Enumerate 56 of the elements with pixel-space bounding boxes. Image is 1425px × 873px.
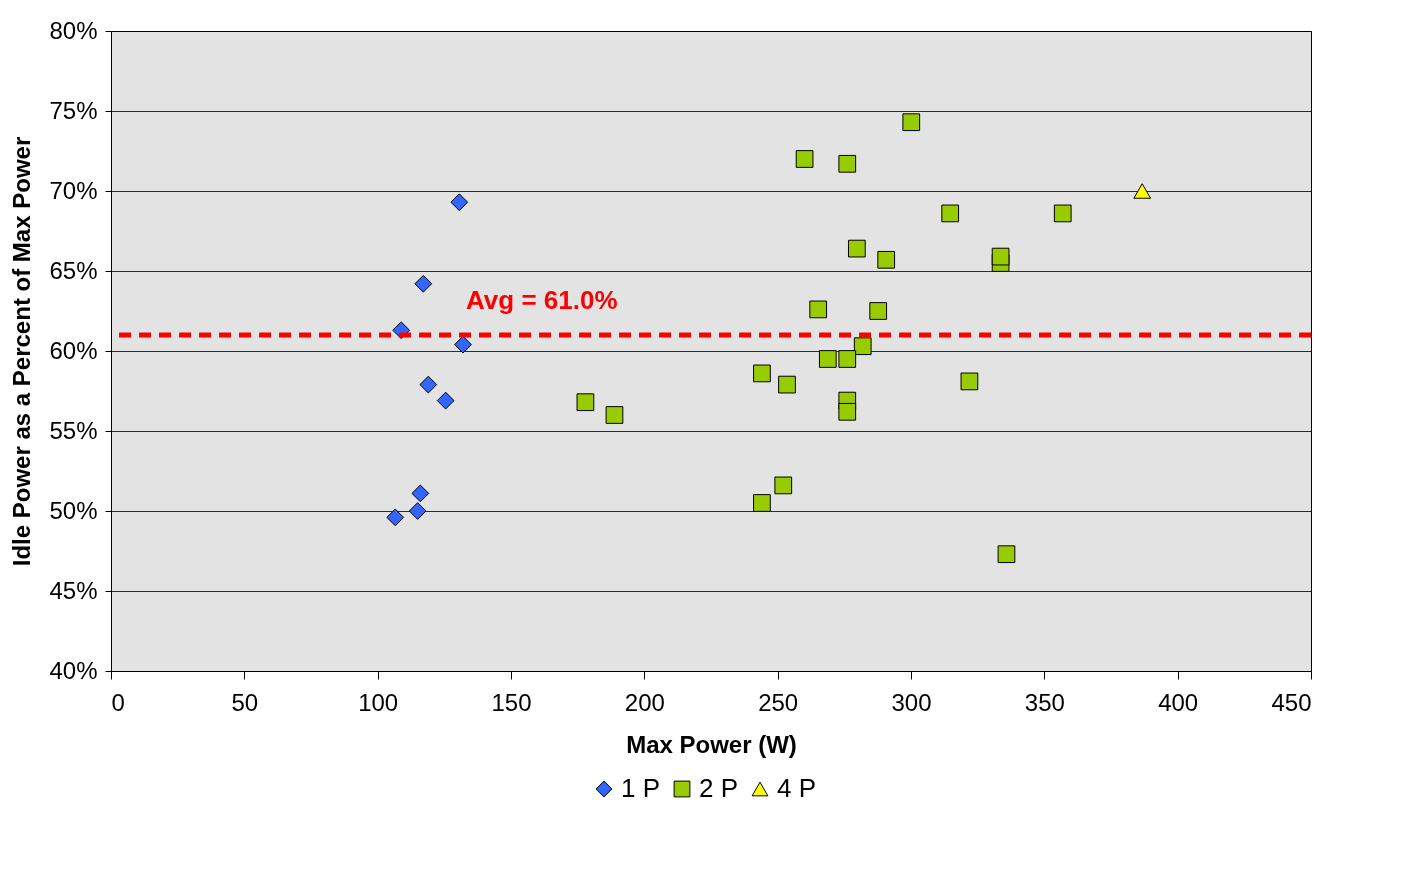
legend-label: 1 P [621, 773, 661, 803]
x-tick-label: 100 [358, 688, 399, 716]
y-tick-label: 70% [49, 176, 98, 204]
point [408, 502, 427, 520]
legend-label: 2 P [699, 773, 739, 803]
y-axis-title: Idle Power as a Percent of Max Power [8, 136, 36, 567]
point [869, 302, 888, 320]
point [753, 494, 771, 512]
x-tick-label: 300 [891, 688, 932, 716]
point [853, 337, 872, 356]
point [774, 476, 793, 495]
point [386, 508, 405, 527]
point [411, 484, 430, 503]
legend-label: 4 P [777, 773, 817, 803]
x-tick-label: 350 [1024, 688, 1065, 716]
point [450, 193, 469, 212]
y-tick-label: 55% [49, 416, 98, 444]
point [414, 274, 433, 293]
y-tick-label: 60% [49, 336, 98, 364]
point [960, 372, 979, 391]
point [848, 239, 866, 258]
x-tick-label: 150 [491, 688, 532, 716]
x-tick-label: 400 [1158, 688, 1199, 716]
point [576, 393, 595, 412]
point [605, 406, 624, 424]
point [436, 391, 455, 410]
point [818, 350, 837, 368]
point [753, 364, 771, 383]
ref-line-label: Avg = 61.0% [466, 285, 618, 315]
point [991, 247, 1010, 266]
y-tick-label: 40% [49, 656, 98, 684]
y-tick-label: 75% [49, 96, 98, 124]
point [997, 545, 1016, 564]
point [902, 113, 921, 132]
x-tick-label: 450 [1271, 688, 1312, 716]
point [809, 300, 828, 319]
point [795, 150, 814, 168]
point [454, 335, 472, 354]
x-tick-label: 250 [758, 688, 799, 716]
point [838, 154, 857, 173]
x-axis-title: Max Power (W) [626, 730, 797, 758]
point [778, 375, 796, 394]
point [941, 204, 960, 223]
point [419, 375, 438, 394]
y-tick-label: 45% [49, 576, 98, 604]
point [838, 402, 857, 421]
point [1053, 204, 1072, 223]
y-tick-label: 65% [49, 256, 98, 284]
point [838, 350, 857, 368]
point [1133, 183, 1152, 199]
y-tick-label: 80% [49, 16, 98, 44]
point [877, 250, 896, 269]
x-tick-label: 50 [231, 688, 259, 716]
x-tick-label: 0 [111, 688, 125, 716]
x-tick-label: 200 [624, 688, 665, 716]
y-tick-label: 50% [49, 496, 98, 524]
